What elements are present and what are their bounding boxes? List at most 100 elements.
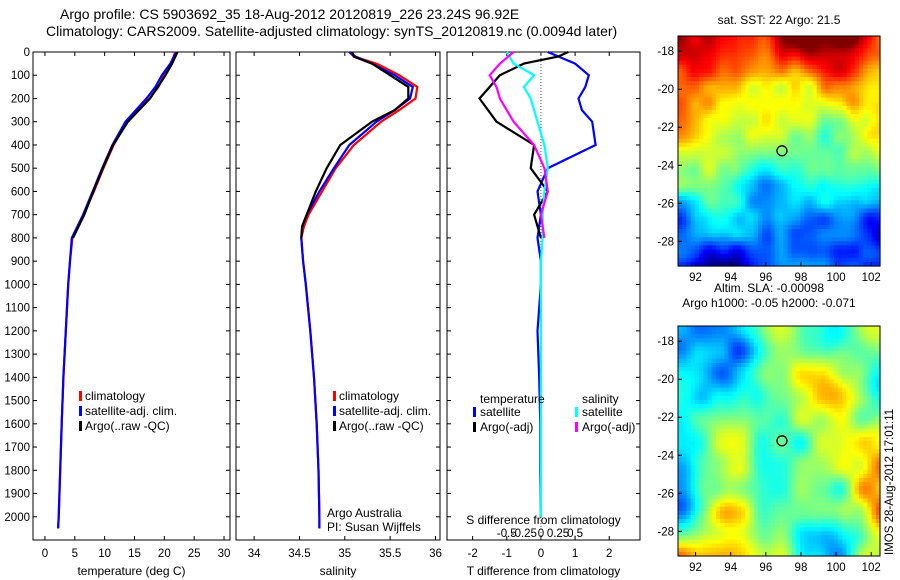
heatmap-cell xyxy=(711,371,717,376)
heatmap-cell xyxy=(749,457,755,463)
heatmap-cell xyxy=(694,395,700,401)
heatmap-cell xyxy=(753,326,759,331)
heatmap-cell xyxy=(766,449,772,454)
heatmap-cell xyxy=(804,330,810,335)
heatmap-cell xyxy=(833,404,839,409)
heatmap-cell xyxy=(779,56,784,62)
heatmap-cell xyxy=(732,354,738,360)
heatmap-cell xyxy=(749,220,755,226)
heatmap-cell xyxy=(690,72,696,78)
heatmap-cell xyxy=(867,237,873,242)
heatmap-cell xyxy=(783,155,789,160)
heatmap-cell xyxy=(732,469,738,475)
x-axis-label: T difference from climatology xyxy=(467,564,621,578)
x-tick-label: 15 xyxy=(128,548,141,560)
heatmap-cell xyxy=(833,175,839,181)
heatmap-cell xyxy=(694,72,700,78)
heatmap-cell xyxy=(854,428,860,434)
heatmap-cell xyxy=(808,208,814,214)
heatmap-cell xyxy=(724,109,730,115)
heatmap-cell xyxy=(724,48,730,54)
figure-title-line-2: Climatology: CARS2009. Satellite-adjuste… xyxy=(46,23,618,39)
heatmap-cell xyxy=(694,261,700,267)
heatmap-cell xyxy=(741,122,746,127)
heatmap-cell xyxy=(728,387,734,393)
heatmap-cell xyxy=(867,81,873,86)
heatmap-cell xyxy=(682,171,688,177)
heatmap-cell xyxy=(795,118,801,123)
heatmap-cell xyxy=(867,486,873,491)
heatmap-cell xyxy=(837,424,843,430)
heatmap-cell xyxy=(762,196,767,201)
heatmap-cell xyxy=(724,72,730,78)
heatmap-cell xyxy=(821,395,826,401)
heatmap-cell xyxy=(800,469,805,475)
y-tick-label: 700 xyxy=(11,210,30,222)
heatmap-cell xyxy=(728,379,734,385)
heatmap-cell xyxy=(825,192,831,197)
heatmap-cell xyxy=(858,241,864,247)
heatmap-cell xyxy=(837,482,843,487)
heatmap-cell xyxy=(715,179,721,185)
heatmap-cell xyxy=(821,473,826,479)
heatmap-cell xyxy=(800,465,805,471)
heatmap-cell xyxy=(736,109,742,115)
heatmap-cell xyxy=(690,68,696,74)
heatmap-cell xyxy=(783,249,789,255)
heatmap-cell xyxy=(783,412,789,417)
heatmap-cell xyxy=(829,420,835,426)
heatmap-cell xyxy=(749,77,755,82)
heatmap-cell xyxy=(812,399,818,405)
heatmap-cell xyxy=(779,48,784,54)
heatmap-cell xyxy=(741,257,746,263)
heatmap-cell xyxy=(829,453,835,459)
heatmap-cell xyxy=(787,130,793,136)
heatmap-cell xyxy=(770,134,776,140)
heatmap-cell xyxy=(766,167,772,173)
heatmap-cell xyxy=(829,56,835,62)
heatmap-cell xyxy=(770,187,776,193)
heatmap-cell xyxy=(812,155,818,160)
heatmap-cell xyxy=(690,420,696,426)
heatmap-cell xyxy=(686,56,692,62)
heatmap-cell xyxy=(837,432,843,438)
heatmap-cell xyxy=(720,114,725,119)
heatmap-cell xyxy=(749,97,755,103)
heatmap-cell xyxy=(783,453,789,459)
heatmap-cell xyxy=(850,81,856,86)
heatmap-cell xyxy=(762,354,767,360)
heatmap-cell xyxy=(871,109,877,115)
heatmap-cell xyxy=(875,200,881,205)
heatmap-cell xyxy=(678,404,683,409)
heatmap-cell xyxy=(682,81,688,86)
heatmap-cell xyxy=(715,208,721,214)
heatmap-cell xyxy=(829,175,835,181)
heatmap-cell xyxy=(808,416,814,422)
heatmap-cell xyxy=(762,109,767,115)
heatmap-cell xyxy=(833,330,839,335)
heatmap-cell xyxy=(703,216,709,222)
heatmap-cell xyxy=(875,416,881,422)
heatmap-cell xyxy=(720,346,725,352)
heatmap-cell xyxy=(762,461,767,467)
heatmap-cell xyxy=(694,424,700,430)
heatmap-cell xyxy=(787,151,793,156)
heatmap-cell xyxy=(812,412,818,417)
heatmap-cell xyxy=(804,97,810,103)
heatmap-cell xyxy=(837,89,843,95)
heatmap-cell xyxy=(871,346,877,352)
heatmap-cell xyxy=(762,253,767,259)
heatmap-cell xyxy=(871,183,877,189)
heatmap-cell xyxy=(850,155,856,160)
heatmap-cell xyxy=(745,105,751,111)
heatmap-cell xyxy=(678,81,683,86)
heatmap-cell xyxy=(753,60,759,66)
heatmap-cell xyxy=(762,114,767,119)
heatmap-cell xyxy=(715,56,721,62)
heatmap-cell xyxy=(732,375,738,380)
heatmap-cell xyxy=(682,163,688,169)
heatmap-cell xyxy=(749,101,755,107)
heatmap-cell xyxy=(732,159,738,164)
heatmap-cell xyxy=(875,44,881,49)
heatmap-cell xyxy=(858,432,864,438)
